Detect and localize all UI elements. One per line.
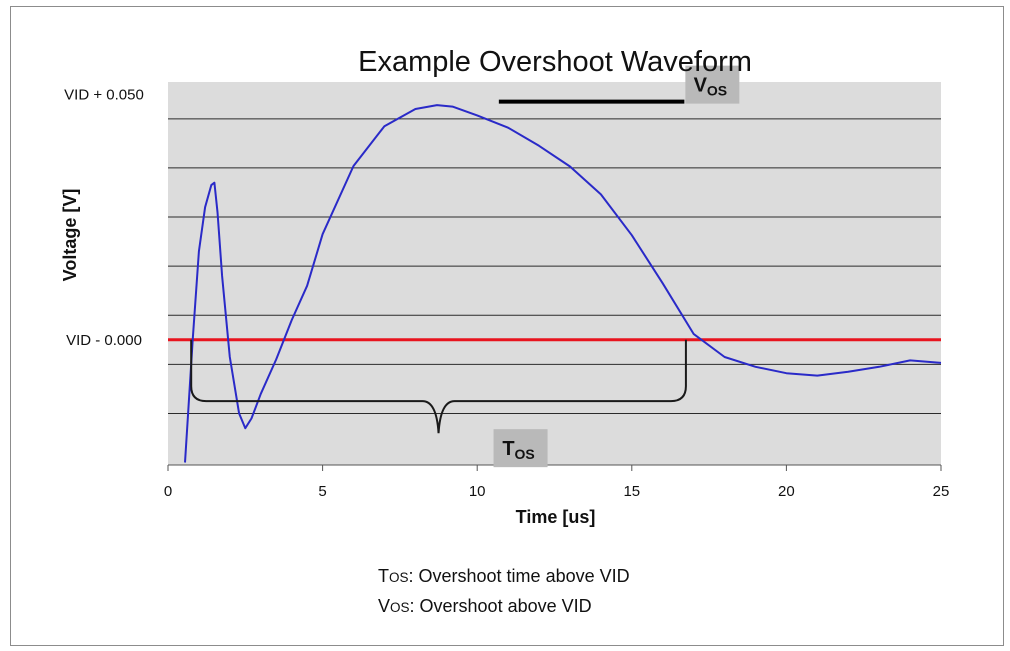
y-tick-label: VID - 0.000	[66, 332, 142, 349]
x-tick-label: 25	[933, 483, 950, 500]
note-symbol: T	[378, 566, 389, 586]
tos-brace	[190, 339, 687, 434]
series-line	[184, 104, 942, 463]
tos-label: TOS	[493, 429, 548, 468]
note-subscript: OS	[390, 600, 410, 615]
x-tick-label: 15	[623, 483, 640, 500]
label-box	[493, 429, 548, 468]
vos-label: VOS	[685, 65, 740, 104]
note-text: : Overshoot above VID	[409, 596, 592, 616]
legend-note-vos: VOS: Overshoot above VID	[378, 596, 592, 617]
label-subscript: OS	[515, 446, 535, 462]
x-axis-label: Time [us]	[516, 507, 596, 527]
y-axis-label: Voltage [V]	[60, 189, 80, 282]
label-subscript: OS	[707, 83, 727, 99]
label-box	[685, 65, 740, 104]
figure-frame	[10, 6, 1004, 646]
legend-note-tos: TOS: Overshoot time above VID	[378, 566, 630, 587]
x-tick-label: 20	[778, 483, 795, 500]
x-tick-label: 0	[164, 483, 172, 500]
note-text: : Overshoot time above VID	[408, 566, 630, 586]
plot-area	[168, 82, 941, 465]
x-tick-label: 5	[318, 483, 326, 500]
y-tick-label: VID + 0.050	[64, 86, 144, 103]
note-symbol: V	[378, 596, 391, 616]
x-tick-label: 10	[469, 483, 486, 500]
chart-title: Example Overshoot Waveform	[358, 46, 752, 78]
note-subscript: OS	[389, 570, 409, 585]
